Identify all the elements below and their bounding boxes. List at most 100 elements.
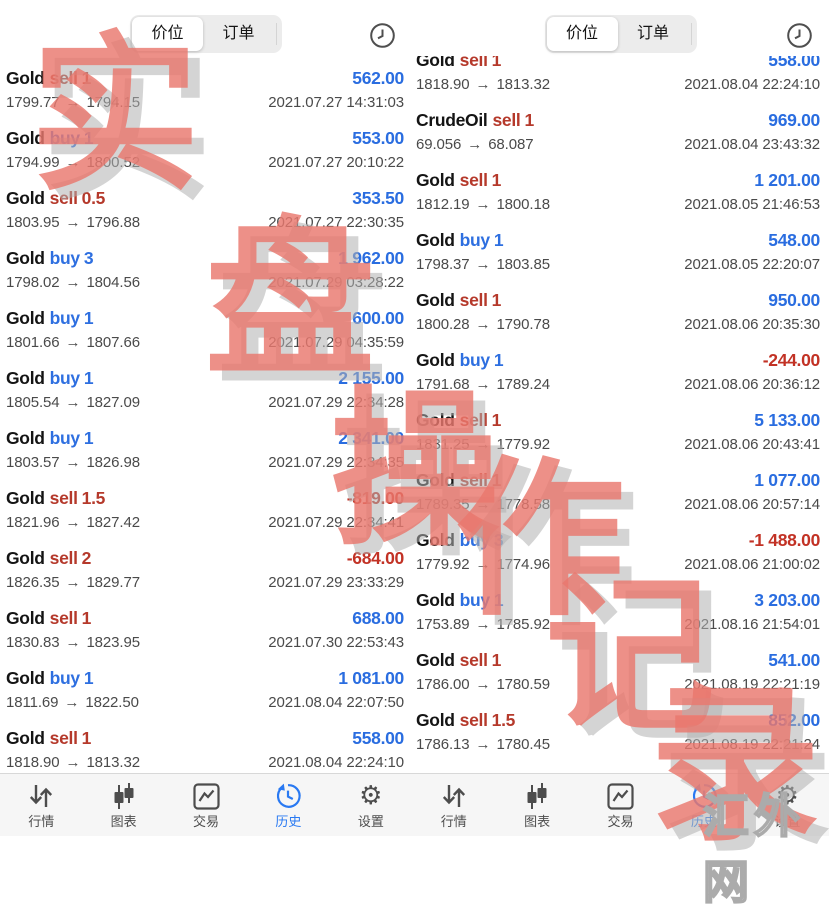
open-price: 1779.92 xyxy=(416,556,470,573)
trade-time: 2021.07.29 22:34:35 xyxy=(268,454,404,471)
trade-time: 2021.08.04 22:24:10 xyxy=(684,76,820,93)
trade-volume: 1 xyxy=(491,290,502,310)
trade-volume: 1 xyxy=(83,128,94,148)
nav-charts[interactable]: 图表 xyxy=(495,774,578,836)
trade-symbol: Gold xyxy=(6,548,45,568)
nav-charts[interactable]: 图表 xyxy=(82,774,164,836)
open-price: 1811.69 xyxy=(6,694,59,711)
trade-volume: 1 xyxy=(81,608,92,628)
trade-time: 2021.08.19 22:21:19 xyxy=(684,676,820,693)
nav-settings[interactable]: ⚙ 设置 xyxy=(330,774,412,836)
nav-history[interactable]: 历史 xyxy=(247,774,329,836)
nav-trade[interactable]: 交易 xyxy=(165,774,247,836)
trade-prices: 1826.35 → 1829.77 xyxy=(6,574,140,591)
trade-profit: 852.00 xyxy=(768,710,820,730)
trade-row[interactable]: Gold buy 3 1 962.00 1798.02 → 1804.56 2021.0… xyxy=(6,248,404,308)
trade-row[interactable]: Gold sell 1 541.00 1786.00 → 1780.59 2021.08… xyxy=(416,650,820,710)
trade-profit: 600.00 xyxy=(352,308,404,328)
trade-row[interactable]: Gold buy 1 2 341.00 1803.57 → 1826.98 2021.0… xyxy=(6,428,404,488)
trade-row[interactable]: Gold buy 1 600.00 1801.66 → 1807.66 2021.07.… xyxy=(6,308,404,368)
trade-title: Gold buy 1 xyxy=(6,428,94,449)
trade-volume: 3 xyxy=(83,248,94,268)
trade-row[interactable]: Gold sell 1 5 133.00 1831.25 → 1779.92 2021.… xyxy=(416,410,820,470)
trade-row[interactable]: Gold sell 1 558.00 1818.90 → 1813.32 2021.08… xyxy=(416,50,820,110)
trade-row[interactable]: Gold sell 1 558.00 1818.90 → 1813.32 2021.08… xyxy=(6,728,404,772)
trade-symbol: Gold xyxy=(6,428,45,448)
trade-side: buy xyxy=(49,128,81,148)
trade-title: Gold buy 3 xyxy=(6,248,94,269)
trade-row[interactable]: Gold sell 1 1 077.00 1789.35 → 1778.58 2021.… xyxy=(416,470,820,530)
trade-symbol: Gold xyxy=(6,728,45,748)
close-price: 1794.15 xyxy=(86,94,140,111)
trade-volume: 1 xyxy=(524,110,535,130)
open-price: 1821.96 xyxy=(6,514,60,531)
trade-row[interactable]: Gold buy 1 2 155.00 1805.54 → 1827.09 2021.0… xyxy=(6,368,404,428)
trade-row[interactable]: Gold sell 1.5 -819.00 1821.96 → 1827.42 2021… xyxy=(6,488,404,548)
tab-orders[interactable]: 订单 xyxy=(636,25,669,42)
open-price: 1799.77 xyxy=(6,94,60,111)
arrow-right-icon: → xyxy=(475,556,491,573)
trade-row[interactable]: Gold sell 2 -684.00 1826.35 → 1829.77 2021.0… xyxy=(6,548,404,608)
trade-row[interactable]: Gold buy 1 3 203.00 1753.89 → 1785.92 2021.0… xyxy=(416,590,820,650)
trade-time: 2021.07.30 22:53:43 xyxy=(268,634,404,651)
tab-price[interactable]: 价位 xyxy=(132,17,203,51)
trade-row[interactable]: Gold sell 0.5 353.50 1803.95 → 1796.88 2021.… xyxy=(6,188,404,248)
open-price: 1801.66 xyxy=(6,334,60,351)
trade-symbol: Gold xyxy=(416,650,455,670)
trade-row[interactable]: Gold sell 1 1 201.00 1812.19 → 1800.18 2021.… xyxy=(416,170,820,230)
trade-row[interactable]: CrudeOil sell 1 969.00 69.056 → 68.087 2021.… xyxy=(416,110,820,170)
trade-side: buy xyxy=(459,590,491,610)
nav-trade[interactable]: 交易 xyxy=(579,774,662,836)
nav-label: 历史 xyxy=(275,814,302,829)
trade-prices: 1821.96 → 1827.42 xyxy=(6,514,140,531)
trade-title: Gold sell 1.5 xyxy=(416,710,515,731)
trade-time: 2021.08.05 21:46:53 xyxy=(684,196,820,213)
tab-price[interactable]: 价位 xyxy=(546,17,618,51)
open-price: 1805.54 xyxy=(6,394,60,411)
gear-icon: ⚙ xyxy=(359,781,383,811)
nav-label: 图表 xyxy=(110,814,137,829)
arrow-right-icon: → xyxy=(65,274,81,291)
trade-volume: 3 xyxy=(493,530,504,550)
nav-quotes[interactable]: 行情 xyxy=(412,774,495,836)
trade-side: sell xyxy=(49,188,78,208)
trade-row[interactable]: Gold sell 1 562.00 1799.77 → 1794.15 2021.07… xyxy=(6,68,404,128)
nav-history[interactable]: 历史 xyxy=(662,774,745,836)
time-filter-clock-icon[interactable] xyxy=(786,22,813,49)
arrow-right-icon: → xyxy=(475,196,491,213)
open-price: 1830.83 xyxy=(6,634,60,651)
trade-side: buy xyxy=(49,668,81,688)
trade-side: sell xyxy=(459,710,488,730)
trade-profit: 950.00 xyxy=(768,290,820,310)
close-price: 68.087 xyxy=(488,136,534,153)
trade-profit: 2 155.00 xyxy=(338,368,404,388)
time-filter-clock-icon[interactable] xyxy=(369,22,396,49)
arrow-right-icon: → xyxy=(65,94,81,111)
close-price: 1813.32 xyxy=(86,754,140,771)
nav-label: 行情 xyxy=(440,814,467,829)
trade-row[interactable]: Gold buy 1 1 081.00 1811.69 → 1822.50 2021.0… xyxy=(6,668,404,728)
trade-row[interactable]: Gold buy 1 553.00 1794.99 → 1800.52 2021.07.… xyxy=(6,128,404,188)
nav-quotes[interactable]: 行情 xyxy=(0,774,82,836)
open-price: 1818.90 xyxy=(416,76,470,93)
trade-profit: 969.00 xyxy=(768,110,820,130)
trade-row[interactable]: Gold sell 1 688.00 1830.83 → 1823.95 2021.07… xyxy=(6,608,404,668)
trade-prices: 1801.66 → 1807.66 xyxy=(6,334,140,351)
trade-volume: 1.5 xyxy=(81,488,106,508)
trade-volume: 1.5 xyxy=(491,710,516,730)
tab-orders[interactable]: 订单 xyxy=(222,25,255,42)
trade-time: 2021.07.29 04:35:59 xyxy=(268,334,404,351)
trade-row[interactable]: Gold buy 1 -244.00 1791.68 → 1789.24 2021.08… xyxy=(416,350,820,410)
trade-title: Gold buy 3 xyxy=(416,530,504,551)
trade-row[interactable]: Gold buy 1 548.00 1798.37 → 1803.85 2021.08.… xyxy=(416,230,820,290)
trade-prices: 1803.95 → 1796.88 xyxy=(6,214,140,231)
arrow-right-icon: → xyxy=(65,514,81,531)
trade-row[interactable]: Gold sell 1 950.00 1800.28 → 1790.78 2021.08… xyxy=(416,290,820,350)
nav-settings[interactable]: ⚙ 设置 xyxy=(746,774,829,836)
candlestick-chart-icon xyxy=(523,782,551,810)
trade-side: sell xyxy=(459,290,488,310)
arrow-right-icon: → xyxy=(65,214,81,231)
trade-row[interactable]: Gold sell 1.5 852.00 1786.13 → 1780.45 2021.… xyxy=(416,710,820,770)
trade-volume: 1 xyxy=(81,728,92,748)
trade-row[interactable]: Gold buy 3 -1 488.00 1779.92 → 1774.96 2021.… xyxy=(416,530,820,590)
